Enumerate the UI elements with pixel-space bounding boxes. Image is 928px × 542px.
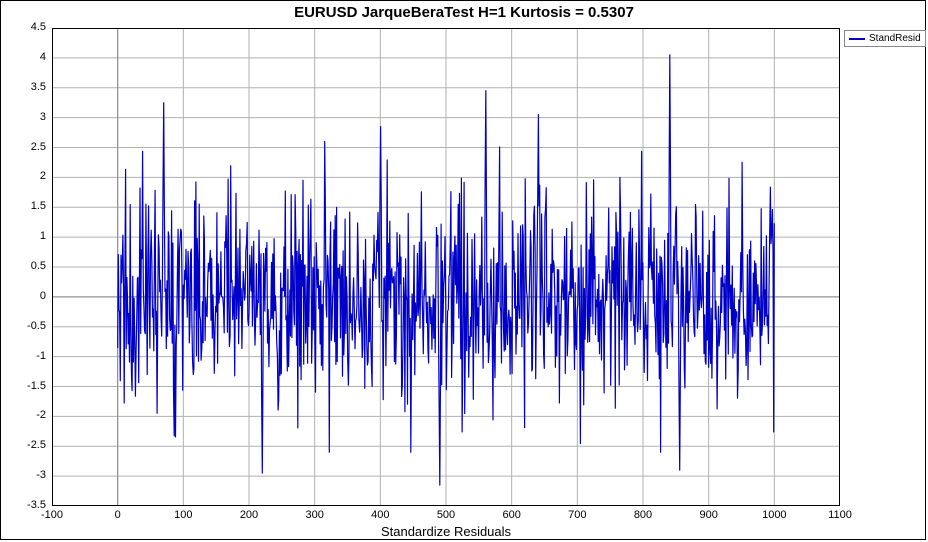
legend-swatch	[849, 38, 865, 40]
chart-title: EURUSD JarqueBeraTest H=1 Kurtosis = 0.5…	[0, 4, 928, 21]
x-tick-label: 1000	[749, 509, 799, 521]
y-tick-label: 2	[0, 170, 46, 182]
x-tick-label: 900	[684, 509, 734, 521]
y-tick-label: 0	[0, 290, 46, 302]
y-tick-label: 4	[0, 51, 46, 63]
plot-area	[52, 28, 840, 506]
x-tick-label: 200	[224, 509, 274, 521]
y-tick-label: 0.5	[0, 260, 46, 272]
x-tick-label: 1100	[815, 509, 865, 521]
x-tick-label: 400	[355, 509, 405, 521]
y-tick-label: -2.5	[0, 439, 46, 451]
legend: StandResid	[844, 30, 926, 47]
y-tick-label: 4.5	[0, 21, 46, 33]
y-tick-label: -2	[0, 409, 46, 421]
y-tick-label: 1.5	[0, 200, 46, 212]
x-tick-label: 600	[487, 509, 537, 521]
x-tick-label: 800	[618, 509, 668, 521]
y-tick-label: 1	[0, 230, 46, 242]
y-tick-label: 2.5	[0, 141, 46, 153]
x-tick-label: -100	[27, 509, 77, 521]
x-tick-label: 700	[552, 509, 602, 521]
x-tick-label: 500	[421, 509, 471, 521]
x-axis-label: Standardize Residuals	[52, 524, 840, 539]
y-tick-label: -1.5	[0, 380, 46, 392]
y-tick-label: 3.5	[0, 81, 46, 93]
x-tick-label: 300	[290, 509, 340, 521]
y-tick-label: -1	[0, 350, 46, 362]
legend-label: StandResid	[869, 33, 921, 44]
y-tick-label: -0.5	[0, 320, 46, 332]
y-tick-label: -3	[0, 469, 46, 481]
x-tick-label: 100	[158, 509, 208, 521]
x-tick-label: 0	[93, 509, 143, 521]
y-tick-label: 3	[0, 111, 46, 123]
